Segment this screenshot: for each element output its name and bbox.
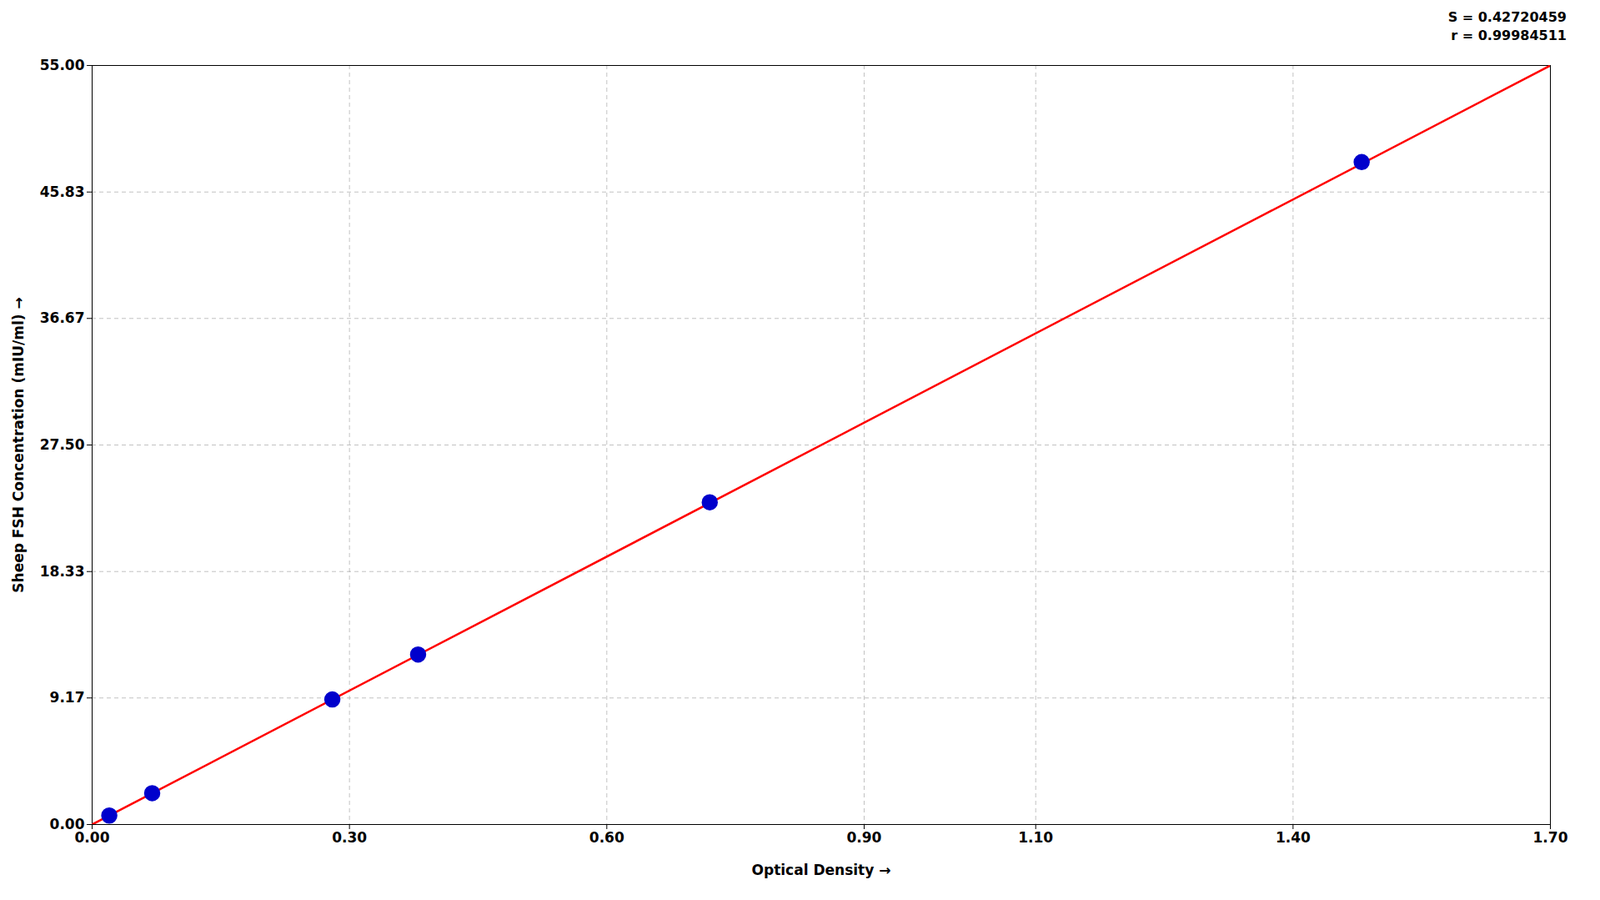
svg-text:0.00: 0.00: [49, 815, 85, 833]
svg-text:27.50: 27.50: [40, 436, 86, 453]
svg-text:Optical Density →: Optical Density →: [752, 861, 892, 878]
svg-text:0.60: 0.60: [589, 828, 625, 846]
svg-text:45.83: 45.83: [40, 183, 86, 201]
svg-text:1.10: 1.10: [1018, 828, 1054, 846]
svg-text:Sheep FSH Concentration (mIU/m: Sheep FSH Concentration (mIU/ml) →: [10, 296, 27, 592]
svg-text:18.33: 18.33: [40, 562, 86, 580]
svg-text:0.30: 0.30: [331, 828, 367, 846]
html-text:S = 0.42720459: S = 0.42720459: [1448, 9, 1567, 26]
svg-text:0.00: 0.00: [75, 828, 111, 846]
svg-text:55.00: 55.00: [40, 56, 86, 74]
svg-text:36.67: 36.67: [40, 309, 86, 327]
svg-text:1.70: 1.70: [1533, 828, 1569, 846]
svg-text:9.17: 9.17: [50, 688, 86, 706]
html-text:r = 0.99984511: r = 0.99984511: [1451, 27, 1567, 44]
svg-text:0.90: 0.90: [846, 828, 882, 846]
svg-text:1.40: 1.40: [1275, 828, 1311, 846]
